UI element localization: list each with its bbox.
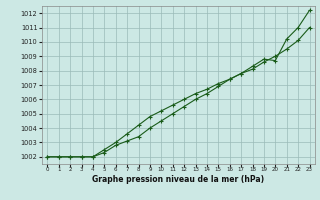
X-axis label: Graphe pression niveau de la mer (hPa): Graphe pression niveau de la mer (hPa) (92, 175, 264, 184)
